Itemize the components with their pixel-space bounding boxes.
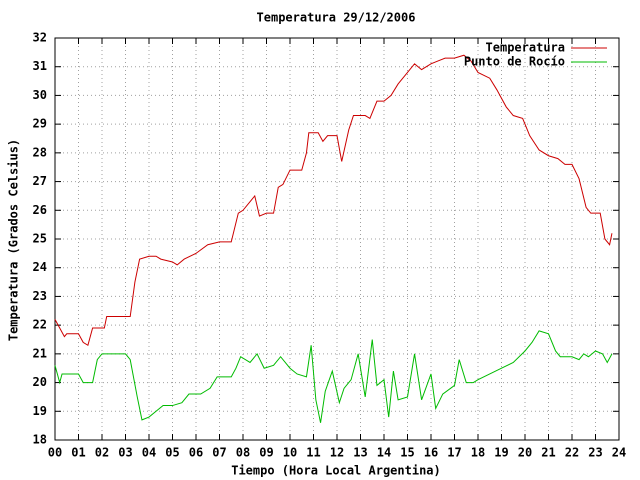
x-tick-label: 08 (236, 446, 250, 460)
y-tick-label: 32 (33, 31, 47, 45)
y-tick-label: 18 (33, 433, 47, 447)
y-tick-label: 26 (33, 203, 47, 217)
legend-label: Temperatura (486, 41, 565, 55)
y-tick-label: 23 (33, 289, 47, 303)
y-tick-label: 25 (33, 232, 47, 246)
x-tick-label: 22 (565, 446, 579, 460)
y-tick-label: 27 (33, 174, 47, 188)
x-tick-label: 02 (95, 446, 109, 460)
x-tick-label: 03 (118, 446, 132, 460)
y-tick-label: 30 (33, 88, 47, 102)
y-tick-label: 19 (33, 404, 47, 418)
x-tick-label: 10 (283, 446, 297, 460)
x-tick-label: 19 (494, 446, 508, 460)
y-tick-label: 22 (33, 318, 47, 332)
x-tick-label: 05 (165, 446, 179, 460)
x-tick-label: 11 (306, 446, 320, 460)
y-tick-label: 21 (33, 346, 47, 360)
x-tick-label: 16 (424, 446, 438, 460)
x-tick-label: 21 (541, 446, 555, 460)
x-tick-label: 14 (377, 446, 391, 460)
y-tick-label: 20 (33, 375, 47, 389)
x-tick-label: 23 (588, 446, 602, 460)
y-tick-label: 29 (33, 117, 47, 131)
y-tick-label: 24 (33, 260, 47, 274)
x-tick-label: 06 (189, 446, 203, 460)
y-tick-label: 28 (33, 145, 47, 159)
x-tick-label: 17 (447, 446, 461, 460)
x-tick-label: 12 (330, 446, 344, 460)
x-tick-label: 01 (71, 446, 85, 460)
x-tick-label: 09 (259, 446, 273, 460)
x-tick-label: 20 (518, 446, 532, 460)
x-tick-label: 18 (471, 446, 485, 460)
x-tick-label: 15 (400, 446, 414, 460)
x-tick-label: 00 (48, 446, 62, 460)
x-axis-label: Tiempo (Hora Local Argentina) (231, 464, 441, 478)
line (54, 54, 613, 347)
x-tick-label: 24 (612, 446, 626, 460)
y-tick-label: 31 (33, 59, 47, 73)
line (54, 330, 613, 423)
chart-title: Temperatura 29/12/2006 (257, 11, 416, 25)
y-axis-label: Temperatura (Grados Celsius) (7, 139, 21, 341)
legend-label: Punto de Rocío (464, 55, 565, 69)
x-tick-label: 04 (142, 446, 156, 460)
x-tick-label: 07 (212, 446, 226, 460)
plot-border (54, 37, 620, 441)
x-tick-label: 13 (353, 446, 367, 460)
